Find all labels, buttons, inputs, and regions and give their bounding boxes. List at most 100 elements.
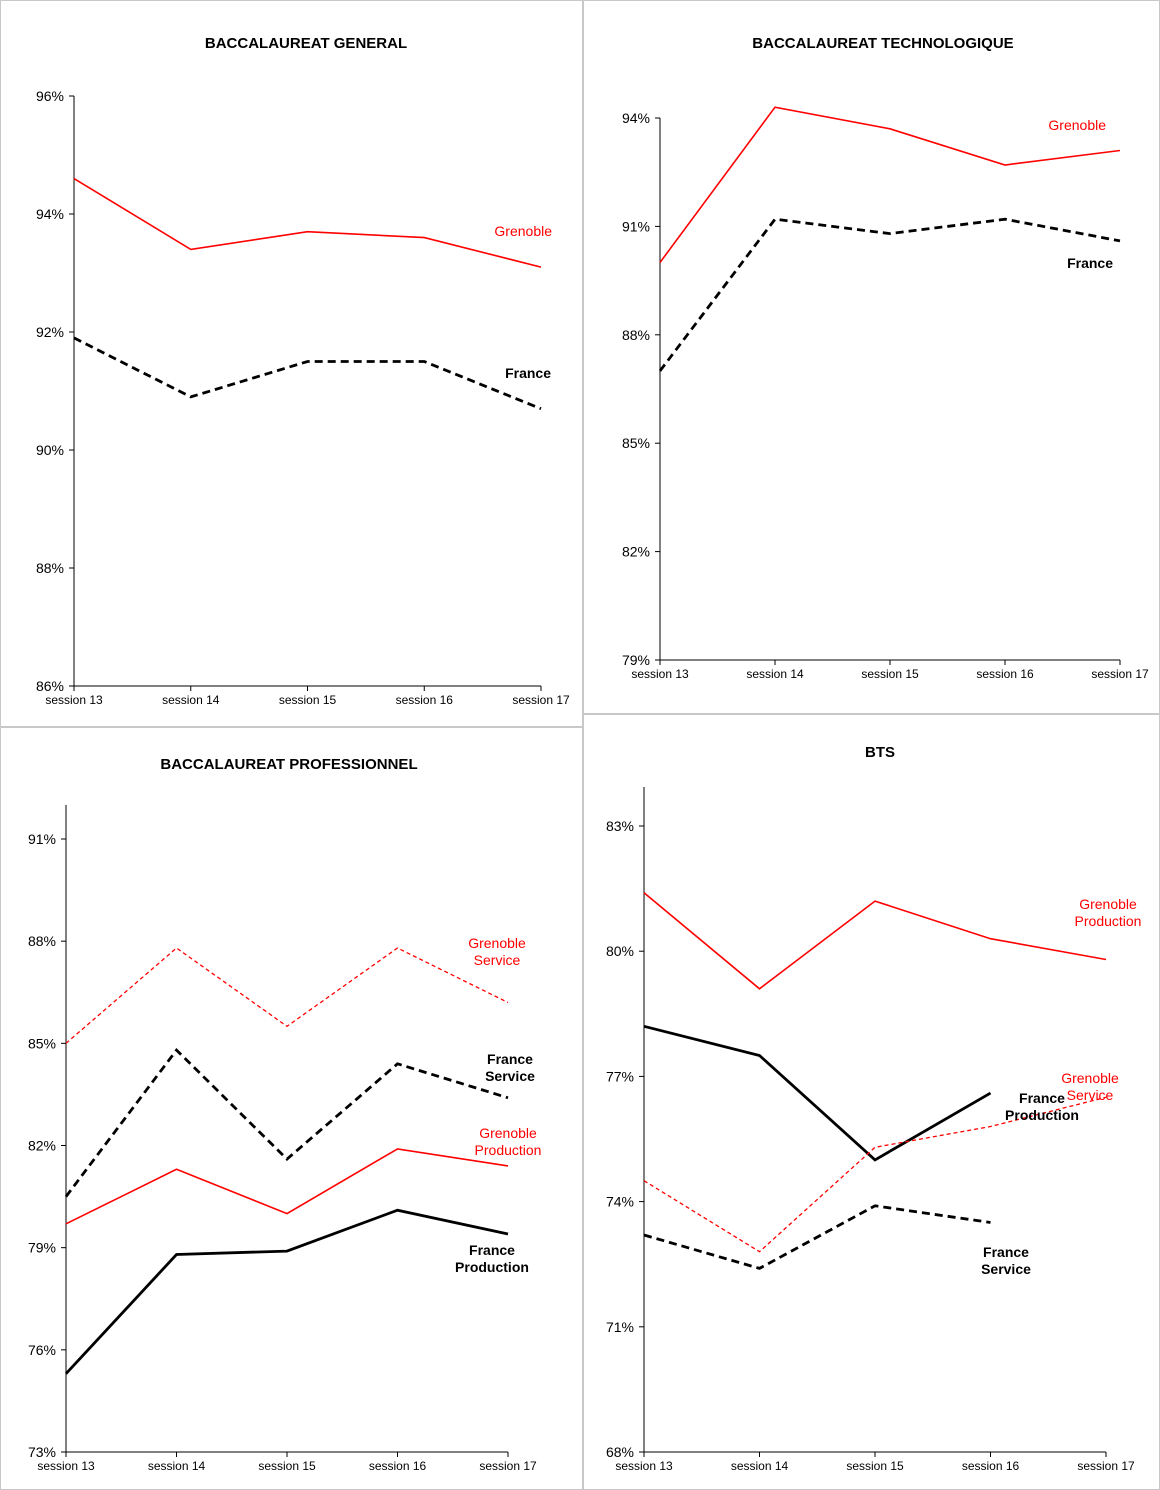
x-tick-label: session 14 [148,1459,206,1473]
chart-3: BACCALAUREAT PROFESSIONNEL 73% 76% 79% 82% 85… [28,756,537,1473]
x-tick-label: session 17 [512,693,570,707]
series-label: Grenoble Service [1061,1070,1119,1103]
y-tick-label: 74% [606,1194,634,1210]
series-line-grenoble-service [643,1096,1107,1253]
series-label-line: Production [1005,1107,1079,1123]
series-label-line: France [983,1244,1029,1260]
series-label-line: Grenoble [1079,896,1137,912]
x-tick-label: session 13 [615,1459,673,1473]
series-label: Grenoble Production [1075,896,1142,929]
chart-panel-border [0,0,583,727]
x-tick-label: session 16 [369,1459,427,1473]
series-label-line: France [505,365,551,381]
y-tick-label: 90% [36,442,64,458]
series-label: France Production [455,1242,529,1275]
x-tick-label: session 15 [258,1459,316,1473]
series-label-line: Production [475,1142,542,1158]
y-tick-label: 88% [622,327,650,343]
series-label-line: Service [474,952,521,968]
y-tick-label: 94% [622,110,650,126]
series-label-line: Production [455,1259,529,1275]
x-tick-label: session 14 [162,693,220,707]
series-label-line: France [1067,255,1113,271]
series-label: France Production [1005,1090,1079,1123]
series-label: France [1067,255,1113,271]
chart-title: BTS [865,744,895,761]
series-label-line: Production [1075,913,1142,929]
y-tick-label: 96% [36,88,64,104]
series-line-grenoble-service [65,947,509,1044]
y-tick-label: 82% [622,544,650,560]
series-line-grenoble-production [643,892,1107,990]
y-tick-label: 85% [622,435,650,451]
series-label-line: Grenoble [1048,117,1106,133]
series-line-france [73,336,542,410]
y-tick-label: 79% [622,652,650,668]
y-tick-label: 85% [28,1035,56,1051]
x-tick-label: session 13 [631,667,689,681]
chart-2: BACCALAUREAT TECHNOLOGIQUE 79% 82% 85% 88% 91… [622,35,1149,681]
series-line-grenoble [659,106,1121,263]
series-label-line: Grenoble [468,935,526,951]
series-label: Grenoble [1048,117,1106,133]
x-tick-label: session 13 [37,1459,95,1473]
series-label-line: Grenoble [479,1125,537,1141]
series-label: France [505,365,551,381]
y-tick-label: 83% [606,818,634,834]
y-tick-label: 76% [28,1342,56,1358]
series-line-france [658,217,1121,372]
series-label: France Service [981,1244,1031,1277]
series-label-line: France [1019,1090,1065,1106]
y-tick-label: 68% [606,1444,634,1460]
series-label: Grenoble Service [468,935,526,968]
x-tick-label: session 16 [396,693,454,707]
chart-4: BTS 68% 71% 74% 77% 80% 83% session 13 session 1… [606,744,1135,1473]
y-tick-label: 79% [28,1240,56,1256]
series-label-line: Service [1067,1087,1114,1103]
x-tick-label: session 15 [279,693,337,707]
x-tick-label: session 14 [746,667,804,681]
y-tick-label: 71% [606,1319,634,1335]
chart-title: BACCALAUREAT PROFESSIONNEL [160,756,417,773]
series-line-grenoble-production [65,1148,509,1225]
x-tick-label: session 15 [861,667,919,681]
series-label-line: Grenoble [1061,1070,1119,1086]
x-tick-label: session 15 [846,1459,904,1473]
y-tick-label: 88% [28,933,56,949]
y-tick-label: 92% [36,324,64,340]
y-tick-label: 91% [28,831,56,847]
x-tick-label: session 16 [976,667,1034,681]
series-label-line: Service [981,1261,1031,1277]
series-label: Grenoble [494,223,552,239]
y-tick-label: 94% [36,206,64,222]
x-tick-label: session 14 [731,1459,789,1473]
y-tick-label: 77% [606,1068,634,1084]
y-tick-label: 86% [36,678,64,694]
series-label-line: Service [485,1068,535,1084]
series-label: Grenoble Production [475,1125,542,1158]
x-tick-label: session 17 [479,1459,537,1473]
series-label-line: France [487,1051,533,1067]
chart-panel-border [0,727,583,1490]
chart-title: BACCALAUREAT GENERAL [205,35,407,52]
y-tick-label: 80% [606,943,634,959]
x-tick-label: session 16 [962,1459,1020,1473]
series-line-grenoble [73,177,542,268]
y-tick-label: 82% [28,1138,56,1154]
series-line-france-service [643,1204,991,1270]
y-tick-label: 88% [36,560,64,576]
y-tick-label: 73% [28,1444,56,1460]
chart-title: BACCALAUREAT TECHNOLOGIQUE [752,35,1013,52]
series-label: France Service [485,1051,535,1084]
series-label-line: France [469,1242,515,1258]
series-line-france-production [64,1208,509,1375]
x-tick-label: session 17 [1091,667,1149,681]
series-line-france-service [64,1047,509,1198]
series-label-line: Grenoble [494,223,552,239]
y-tick-label: 91% [622,218,650,234]
series-line-france-production [643,1024,992,1162]
chart-1: BACCALAUREAT GENERAL 86% 88% 90% 92% 94% 96% se… [36,35,570,707]
x-tick-label: session 13 [45,693,103,707]
x-tick-label: session 17 [1077,1459,1135,1473]
